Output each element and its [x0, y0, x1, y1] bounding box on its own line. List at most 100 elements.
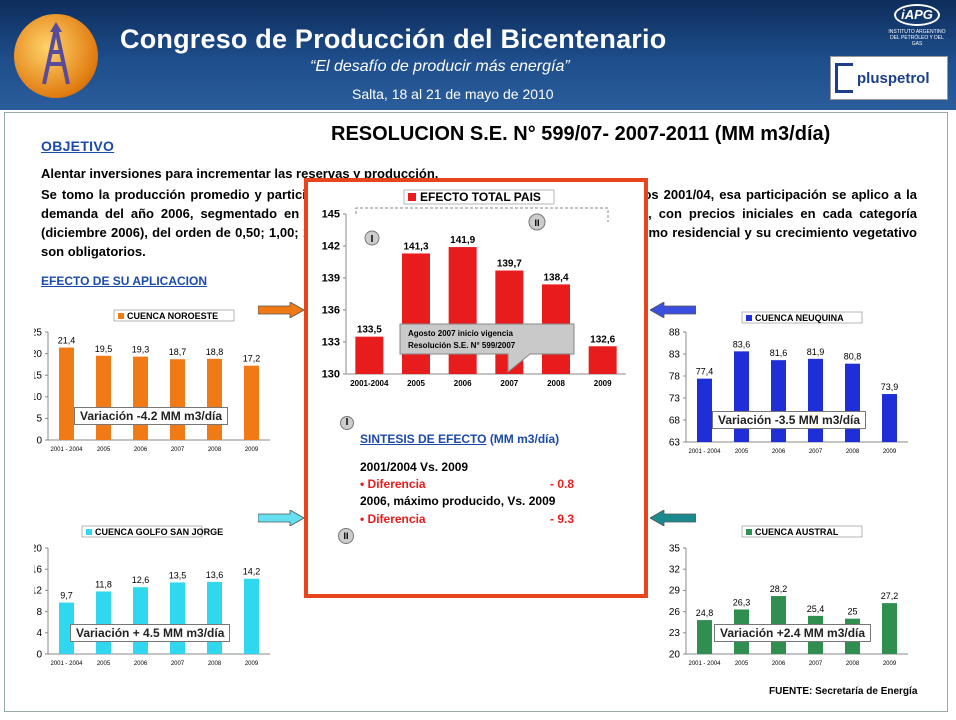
y-tick-label: 133	[322, 337, 340, 349]
iapg-logo: iAPG INSTITUTO ARGENTINO DEL PETRÓLEO Y …	[886, 4, 948, 50]
legend-label: CUENCA NEUQUINA	[755, 313, 844, 323]
legend-swatch	[746, 315, 752, 321]
data-label: 138,4	[543, 272, 568, 283]
data-label: 11,8	[95, 579, 112, 589]
arrow-left-icon	[650, 510, 696, 526]
x-tick-label: 2001 - 2004	[688, 661, 721, 667]
slide-title: RESOLUCION S.E. N° 599/07- 2007-2011 (MM…	[331, 123, 831, 145]
marker-i-badge: I	[340, 416, 354, 430]
x-tick-label: 2005	[97, 661, 111, 667]
x-tick-label: 2008	[846, 661, 860, 667]
y-tick-label: 8	[36, 607, 42, 618]
bar	[96, 355, 111, 440]
marker-i-text: I	[371, 234, 374, 245]
legend-swatch	[86, 529, 92, 535]
data-label: 24,8	[696, 608, 714, 618]
data-label: 17,2	[243, 354, 261, 364]
bar	[697, 620, 712, 654]
x-tick-label: 2006	[134, 661, 148, 667]
bar	[244, 578, 259, 654]
y-tick-label: 23	[669, 628, 681, 639]
y-tick-label: 35	[669, 543, 681, 554]
x-tick-label: 2009	[883, 449, 897, 455]
data-label: 27,2	[881, 591, 899, 601]
x-tick-label: 2001 - 2004	[50, 447, 83, 453]
pluspetrol-mark-icon	[835, 63, 853, 93]
data-label: 18,8	[206, 347, 224, 357]
bar	[244, 365, 259, 440]
legend-label: CUENCA GOLFO SAN JORGE	[95, 527, 223, 537]
conference-subtitle: “El desafío de producir más energía”	[310, 58, 570, 75]
arrow-right-icon	[258, 302, 304, 318]
total-pais-panel: EFECTO TOTAL PAIS 130 133 136 139 142 145 133,5…	[304, 178, 648, 598]
callout-line1: Agosto 2007 inicio vigencia	[408, 329, 513, 338]
data-label: 77,4	[696, 367, 714, 377]
pluspetrol-logo: pluspetrol	[830, 56, 948, 100]
y-tick-label: 12	[34, 586, 42, 597]
legend-box	[81, 525, 203, 538]
bar	[448, 247, 477, 374]
data-label: 19,5	[95, 344, 113, 354]
data-label: 81,9	[807, 347, 825, 357]
legend-swatch	[746, 529, 752, 535]
bar	[882, 603, 897, 654]
iapg-tagline: INSTITUTO ARGENTINO DEL PETRÓLEO Y DEL G…	[888, 29, 946, 47]
y-tick-label: 0	[36, 435, 42, 446]
data-label: 25	[847, 607, 857, 617]
y-tick-label: 136	[322, 305, 340, 317]
data-label: 13,6	[206, 570, 224, 580]
x-tick-label: 2008	[208, 447, 222, 453]
variacion-neuquina: Variación -3.5 MM m3/día	[712, 411, 867, 429]
objective-paragraph: Alentar inversiones para incrementar las…	[41, 166, 439, 181]
marker-i-circle	[364, 230, 380, 246]
data-label: 141,9	[450, 235, 475, 246]
bar	[771, 360, 786, 442]
oil-derrick-icon	[42, 22, 70, 85]
x-tick-label: 2005	[735, 661, 749, 667]
sintesis-unit: (MM m3/día)	[489, 432, 560, 446]
y-tick-label: 25	[34, 327, 42, 338]
bullet1-value: - 0.8	[550, 477, 575, 491]
x-tick-label: 2006	[772, 449, 786, 455]
sintesis-line1: 2001/2004 Vs. 2009	[360, 460, 469, 474]
bar	[402, 253, 430, 374]
bicentenario-logo	[14, 14, 98, 98]
callout-line2: Resolución S.E. N° 599/2007	[408, 341, 516, 350]
marker-ii-badge: II	[338, 528, 354, 544]
x-tick-label: 2009	[883, 661, 897, 667]
bar	[845, 363, 860, 442]
bar	[588, 346, 617, 374]
y-tick-label: 68	[669, 415, 681, 426]
data-label: 80,8	[844, 352, 862, 362]
source-note: FUENTE: Secretaría de Energía	[769, 686, 918, 697]
data-label: 139,7	[497, 259, 522, 270]
bullet1-label: Diferencia	[367, 477, 426, 491]
legend-label: CUENCA NOROESTE	[127, 311, 218, 321]
x-tick-label: 2005	[735, 449, 749, 455]
legend-box	[741, 311, 863, 324]
x-tick-label: 2009	[594, 379, 612, 388]
y-tick-label: 63	[669, 437, 681, 448]
bar	[355, 336, 384, 374]
arrow-left-icon	[650, 302, 696, 318]
x-tick-label: 2007	[171, 447, 185, 453]
data-label: 21,4	[58, 336, 76, 346]
legend-swatch	[118, 313, 124, 319]
x-tick-label: 2001-2004	[350, 379, 389, 388]
callout-box	[399, 323, 575, 374]
chart-golfo: CUENCA GOLFO SAN JORGE 0 4 8 12 16 20 9,7 2001 -…	[34, 525, 270, 667]
x-tick-label: 2006	[772, 661, 786, 667]
legend-swatch	[408, 193, 416, 201]
x-tick-label: 2005	[97, 447, 111, 453]
x-tick-label: 2008	[547, 379, 565, 388]
bar	[170, 359, 185, 440]
y-tick-label: 78	[669, 371, 681, 382]
objetivo-heading: OBJETIVO	[41, 138, 115, 154]
y-tick-label: 20	[34, 349, 42, 360]
x-tick-label: 2006	[134, 447, 148, 453]
x-tick-label: 2009	[245, 661, 259, 667]
bar	[697, 378, 712, 442]
data-label: 73,9	[881, 382, 899, 392]
chart-total-pais: EFECTO TOTAL PAIS 130 133 136 139 142 145 133,5…	[322, 189, 626, 388]
bar	[133, 356, 148, 440]
